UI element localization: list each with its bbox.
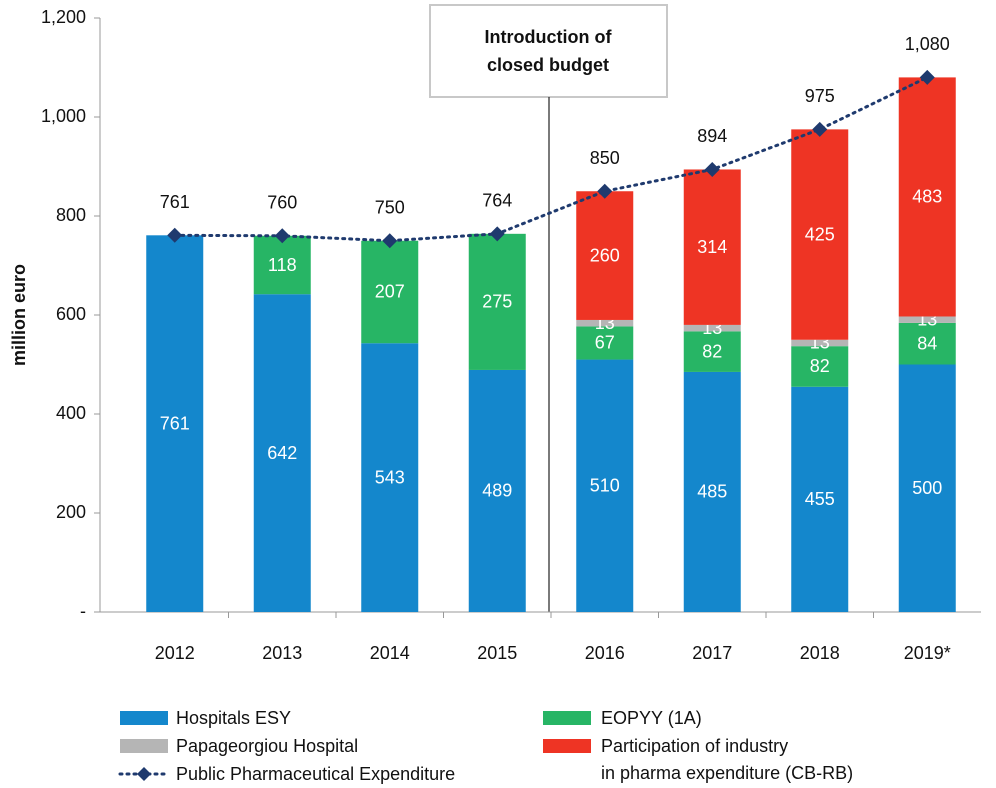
bar-segment [576, 319, 634, 327]
data-label: 118 [268, 255, 297, 275]
marker [704, 161, 720, 177]
data-label: 314 [697, 237, 727, 257]
x-tick-label: 2013 [262, 643, 302, 663]
data-label: 260 [590, 245, 620, 265]
x-tick-label: 2015 [477, 643, 517, 663]
data-label: 510 [590, 476, 620, 496]
bar-segment [683, 169, 741, 325]
bar-segment [468, 233, 526, 370]
bar-segment [468, 369, 526, 612]
marker [274, 228, 290, 244]
total-label: 761 [160, 192, 190, 212]
marker [919, 69, 935, 85]
data-label: 642 [267, 443, 297, 463]
legend-swatch [120, 711, 168, 725]
legend-label: EOPYY (1A) [601, 708, 702, 728]
total-label: 750 [375, 198, 405, 218]
bar-segment [791, 339, 849, 347]
data-label: 483 [912, 187, 942, 207]
y-tick-label: 1,000 [41, 106, 86, 126]
x-tick-label: 2012 [155, 643, 195, 663]
x-tick-label: 2017 [692, 643, 732, 663]
marker [597, 183, 613, 199]
y-tick-label: 600 [56, 304, 86, 324]
bar-segment [683, 371, 741, 612]
y-tick-label: - [80, 601, 86, 621]
bar-segment [898, 364, 956, 612]
bar-segment [683, 331, 741, 372]
line [173, 75, 929, 243]
legend-swatch [543, 711, 591, 725]
total-label: 894 [697, 126, 727, 146]
y-tick-label: 800 [56, 205, 86, 225]
legend-label: Papageorgiou Hospital [176, 736, 358, 756]
total-label: 764 [482, 191, 512, 211]
bar-segment [361, 240, 419, 344]
bar-segment [791, 129, 849, 340]
x-tick-label: 2018 [800, 643, 840, 663]
legend-swatch [120, 739, 168, 753]
x-tick-label: 2019* [904, 643, 951, 663]
x-tick-label: 2016 [585, 643, 625, 663]
bar-segment [361, 343, 419, 612]
bar-segment [576, 191, 634, 320]
marker [812, 121, 828, 137]
bar-segment [898, 77, 956, 317]
y-tick-label: 200 [56, 502, 86, 522]
legend-label: Public Pharmaceutical Expenditure [176, 764, 455, 784]
bar-segment [253, 294, 311, 612]
annotation: closed budget [487, 55, 609, 75]
y-axis-label: million euro [9, 264, 29, 366]
bar-segment [576, 326, 634, 360]
marker [167, 227, 183, 243]
data-label: 67 [595, 333, 615, 353]
bar-segment [791, 346, 849, 387]
total-label: 1,080 [905, 34, 950, 54]
data-label: 500 [912, 478, 942, 498]
y-tick-label: 400 [56, 403, 86, 423]
data-label: 207 [375, 282, 405, 302]
bar-segment [791, 386, 849, 612]
total-label: 760 [267, 193, 297, 213]
data-label: 455 [805, 489, 835, 509]
data-label: 425 [805, 224, 835, 244]
data-label: 84 [917, 333, 937, 353]
bar-segment [898, 322, 956, 365]
annotation: Introduction of [485, 27, 613, 47]
bar-segment [683, 324, 741, 332]
legend-swatch [543, 739, 591, 753]
marker [489, 226, 505, 242]
total-label: 975 [805, 86, 835, 106]
total-label: 850 [590, 148, 620, 168]
data-label: 543 [375, 467, 405, 487]
legend-label: Participation of industry in pharma expen… [601, 736, 853, 783]
data-label: 485 [697, 482, 727, 502]
y-tick-label: 1,200 [41, 7, 86, 27]
x-tick-label: 2014 [370, 643, 410, 663]
data-label: 761 [160, 413, 190, 433]
bar-segment [576, 359, 634, 612]
data-label: 489 [482, 481, 512, 501]
marker [382, 233, 398, 249]
legend-label: Hospitals ESY [176, 708, 291, 728]
data-label: 82 [810, 356, 830, 376]
data-label: 275 [482, 292, 512, 312]
bar-segment [253, 235, 311, 295]
legend-marker [137, 767, 151, 781]
data-label: 82 [702, 341, 722, 361]
bar-segment [146, 235, 204, 612]
bar-segment [898, 316, 956, 323]
annotation-box [429, 4, 668, 98]
